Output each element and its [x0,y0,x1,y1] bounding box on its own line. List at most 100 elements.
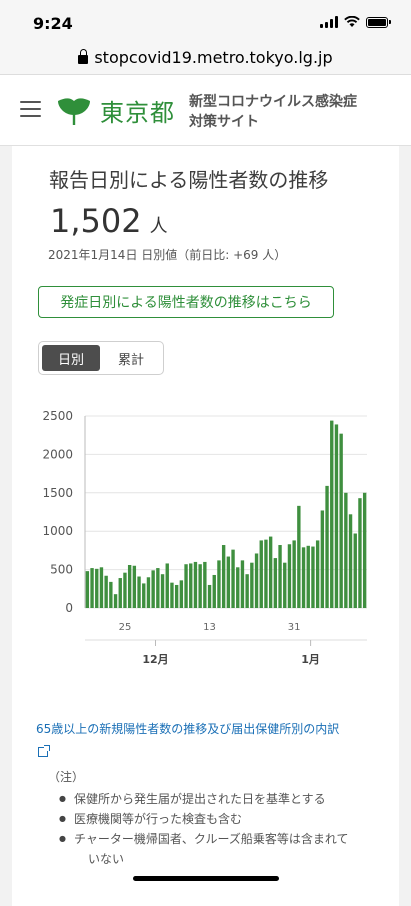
data-bar [231,549,235,608]
date-info: 2021年1月14日 日別値（前日比: +69 人） [48,248,287,262]
y-tick-label: 1000 [42,524,73,538]
data-bar [254,553,259,608]
data-bar [118,578,122,608]
notes-heading: （注） [48,770,85,784]
site-header: 東京都 新型コロナウイルス感染症 対策サイト [0,75,411,146]
data-bar [301,547,306,608]
home-indicator [133,876,279,881]
lock-icon [78,48,89,64]
data-bar [104,575,108,608]
data-bar [184,564,188,608]
data-bar [142,583,146,608]
data-bar [273,558,278,608]
daily-count-value: 1,502 [50,202,142,240]
data-bar [198,564,202,608]
data-bar [165,563,169,608]
cellular-signal-icon [320,16,338,28]
data-bar [174,584,179,608]
data-bar [292,540,296,608]
data-bar [245,574,249,608]
data-bar [250,562,254,608]
positive-cases-bar-chart: 0 500 1000 1500 2000 2500 25 13 31 12月 1月 [42,409,367,666]
data-bar [217,560,221,608]
data-bar [358,498,362,608]
toggle-daily[interactable]: 日別 [42,345,100,371]
status-bar: 9:24 [0,0,411,40]
data-bar [156,568,160,608]
daily-count: 1,502 人 [50,202,168,240]
data-bar [320,510,325,608]
y-tick-label: 2000 [42,447,73,461]
data-bar [127,564,132,608]
data-bar [311,546,315,608]
data-bar [334,424,339,608]
data-bar [170,582,174,608]
card-title: 報告日別による陽性者数の推移 [49,168,329,192]
data-bar [353,533,357,608]
data-bar [278,545,282,608]
data-bar [123,572,127,608]
data-bar [330,420,334,608]
data-bar [179,580,184,608]
data-bar [362,492,367,608]
data-bar [325,485,329,608]
elderly-breakdown-link[interactable]: 65歳以上の新規陽性者数の推移及び届出保健所別の内訳 [36,718,376,762]
external-link-icon [38,744,50,757]
data-bar [193,561,198,608]
data-bar [207,584,212,608]
note-item: 保健所から発生届が提出された日を基準とする [59,789,349,809]
data-bar [339,433,343,608]
wifi-icon [344,16,360,27]
site-title: 新型コロナウイルス感染症 対策サイト [189,94,357,130]
data-bar [240,560,245,608]
month-label: 1月 [301,653,320,666]
data-bar [212,574,216,608]
tokyo-logo[interactable]: 東京都 [56,93,175,128]
x-tick-label: 13 [203,622,216,633]
data-bar [297,505,301,608]
data-bar [287,544,292,608]
month-label: 12月 [142,653,168,666]
data-bar [109,581,113,608]
battery-icon [366,16,388,28]
note-item: 医療機関等が行った検査も含む [59,809,349,829]
data-bar [283,562,287,608]
data-bar [95,568,99,608]
url-text[interactable]: stopcovid19.metro.tokyo.lg.jp [94,47,333,67]
toggle-cumulative[interactable]: 累計 [117,352,144,368]
data-bar [348,514,353,608]
data-bar [99,567,104,608]
system-icons [320,16,391,28]
y-tick-label: 2500 [42,409,73,423]
y-tick-label: 0 [65,601,73,615]
data-bar [236,567,240,608]
data-bar [221,545,226,608]
data-bar [151,570,155,608]
elderly-breakdown-link-text[interactable]: 65歳以上の新規陽性者数の推移及び届出保健所別の内訳 [36,722,340,736]
ginkgo-leaf-icon [58,97,90,125]
data-bar [226,556,231,608]
onset-date-link-button[interactable]: 発症日別による陽性者数の推移はこちら [38,286,334,318]
status-time: 9:24 [33,14,73,33]
positive-cases-card: 報告日別による陽性者数の推移 1,502 人 2021年1月14日 日別値（前日比… [12,146,399,906]
data-bar [344,492,348,608]
data-bar [132,565,137,608]
url-bar[interactable]: stopcovid19.metro.tokyo.lg.jp [0,40,411,75]
x-tick-label: 31 [288,622,301,633]
data-bar [137,576,141,608]
data-bar [264,539,268,608]
notes-section: （注） 保健所から発生届が提出された日を基準とする 医療機関等が行った検査も含む… [48,768,349,869]
data-bar [113,594,118,608]
data-bar [90,568,94,608]
x-tick-label: 25 [119,622,132,633]
data-bar [160,574,165,608]
data-bar [306,545,310,608]
hamburger-menu-icon[interactable] [20,101,41,117]
data-bar [146,577,151,608]
data-bar [85,571,90,608]
view-toggle: 日別 累計 [38,341,164,375]
data-bar [189,563,193,608]
y-tick-label: 1500 [42,486,73,500]
data-bar [268,536,273,608]
